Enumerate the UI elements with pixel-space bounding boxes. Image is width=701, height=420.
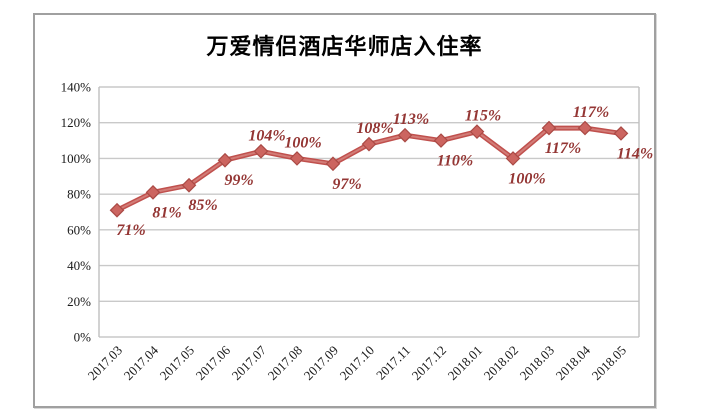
- data-label: 99%: [224, 172, 253, 189]
- data-label: 71%: [116, 222, 145, 239]
- y-axis-label: 40%: [67, 258, 91, 273]
- data-label: 115%: [465, 108, 501, 125]
- data-label: 114%: [617, 145, 653, 162]
- data-point-marker: [253, 143, 269, 159]
- y-axis-label: 60%: [67, 222, 91, 237]
- x-axis-label: 2017.08: [265, 343, 305, 383]
- data-point-marker: [577, 120, 593, 136]
- data-label: 117%: [573, 104, 609, 121]
- data-point-marker: [613, 126, 629, 141]
- x-axis-label: 2017.11: [373, 343, 413, 383]
- y-axis-label: 140%: [61, 80, 92, 95]
- x-axis-label: 2018.03: [517, 343, 557, 383]
- y-axis-label: 20%: [67, 294, 91, 309]
- x-axis-label: 2017.10: [337, 343, 377, 383]
- y-axis-label: 100%: [61, 151, 92, 166]
- data-point-marker: [109, 202, 125, 218]
- data-point-marker: [217, 152, 233, 168]
- data-point-marker: [541, 120, 557, 136]
- data-label: 81%: [152, 204, 181, 221]
- x-axis-label: 2017.09: [301, 343, 341, 383]
- y-axis-label: 80%: [67, 187, 91, 202]
- data-label: 108%: [356, 120, 393, 137]
- data-point-marker: [469, 124, 485, 139]
- data-label: 85%: [188, 197, 217, 214]
- data-point-marker: [325, 156, 341, 172]
- data-point-marker: [361, 136, 377, 152]
- chart-title: 万爱情侣酒店华师店入住率: [206, 35, 483, 60]
- x-axis-label: 2017.05: [157, 343, 197, 383]
- data-label: 100%: [508, 170, 545, 187]
- data-point-marker: [181, 177, 197, 193]
- x-axis-label: 2017.12: [409, 343, 449, 383]
- data-point-marker: [433, 133, 449, 148]
- data-point-marker: [145, 185, 161, 200]
- data-point-marker: [505, 151, 521, 166]
- data-label: 117%: [545, 140, 581, 157]
- data-label: 100%: [284, 134, 321, 151]
- y-axis-label: 0%: [74, 330, 92, 345]
- x-axis-label: 2018.04: [553, 342, 594, 383]
- x-axis-label: 2018.01: [445, 343, 485, 383]
- data-point-marker: [289, 151, 305, 166]
- chart-frame[interactable]: 万爱情侣酒店华师店入住率 0% 20% 40% 60% 80% 100% 120% 140% 2…: [33, 13, 656, 408]
- x-axis-label: 2018.05: [589, 343, 629, 383]
- data-label: 110%: [437, 153, 473, 170]
- data-point-marker: [397, 127, 413, 143]
- x-axis-label: 2017.07: [229, 342, 270, 383]
- data-label: 97%: [332, 176, 361, 193]
- x-axis-label: 2017.06: [193, 342, 234, 383]
- data-label: 113%: [393, 111, 429, 128]
- line-chart: 0% 20% 40% 60% 80% 100% 120% 140% 2017.032017.04…: [61, 80, 654, 383]
- y-axis-label: 120%: [61, 115, 92, 130]
- x-axis-label: 2017.04: [121, 342, 162, 383]
- data-label: 104%: [248, 127, 285, 144]
- x-axis-label: 2018.02: [481, 343, 521, 383]
- x-axis-label: 2017.03: [85, 343, 125, 383]
